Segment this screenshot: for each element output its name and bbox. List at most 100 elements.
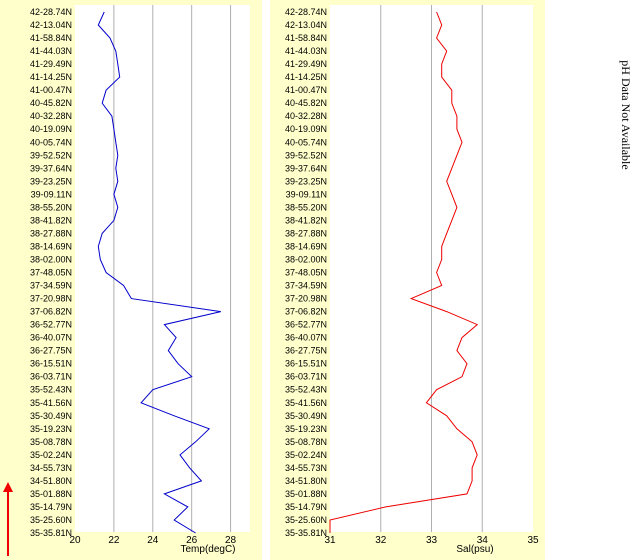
temp-y-axis-labels: 42-28.74N 42-13.04N 41-58.84N 41-44.03N 41-2…	[30, 7, 72, 538]
temp-y-label: 36-52.77N	[30, 320, 72, 330]
temp-y-label: 39-52.52N	[30, 150, 72, 160]
sal-y-label: 40-05.74N	[285, 137, 327, 147]
direction-arrow-icon	[3, 482, 13, 556]
temp-y-label: 35-41.56N	[30, 398, 72, 408]
temp-y-label: 38-41.82N	[30, 215, 72, 225]
sal-y-label: 36-03.71N	[285, 372, 327, 382]
temp-y-label: 38-02.00N	[30, 254, 72, 264]
temp-y-label: 39-09.11N	[31, 189, 72, 199]
sal-y-label: 41-00.47N	[285, 85, 327, 95]
sal-y-label: 36-40.07N	[285, 333, 327, 343]
temp-x-tick-label: 26	[186, 535, 198, 546]
sal-y-label: 37-06.82N	[285, 307, 327, 317]
temp-x-tick-labels: 20 22 24 26 28	[69, 535, 236, 546]
temp-panel: 42-28.74N 42-13.04N 41-58.84N 41-44.03N 41-2…	[0, 0, 262, 560]
sal-series-line	[329, 11, 479, 533]
sal-y-label: 35-02.24N	[285, 450, 327, 460]
sal-y-label: 41-44.03N	[285, 46, 327, 56]
sal-y-axis-labels: 42-28.74N 42-13.04N 41-58.84N 41-44.03N 41-2…	[285, 7, 327, 538]
sal-y-label: 38-55.20N	[285, 202, 327, 212]
sal-y-label: 38-27.88N	[285, 228, 327, 238]
sal-y-label: 39-23.25N	[285, 176, 327, 186]
sal-y-label: 40-45.82N	[285, 98, 327, 108]
sal-y-label: 41-14.25N	[285, 72, 327, 82]
temp-y-label: 37-34.59N	[30, 281, 72, 291]
temp-y-label: 40-45.82N	[30, 98, 72, 108]
sal-x-tick-label: 33	[426, 535, 438, 546]
temp-y-label: 35-52.43N	[30, 385, 72, 395]
temp-y-label: 38-14.69N	[30, 241, 72, 251]
sal-y-label: 36-15.51N	[285, 359, 327, 369]
temp-y-label: 39-37.64N	[30, 163, 72, 173]
sal-y-label: 35-14.79N	[285, 502, 327, 512]
temp-y-label: 35-25.60N	[30, 515, 72, 525]
sal-y-label: 39-09.11N	[286, 189, 327, 199]
sal-y-label: 35-25.60N	[285, 515, 327, 525]
sal-y-label: 38-41.82N	[285, 215, 327, 225]
sal-x-tick-label: 35	[527, 535, 539, 546]
temp-y-label: 35-02.24N	[30, 450, 72, 460]
sal-y-label: 35-01.88N	[285, 489, 327, 499]
sal-y-label: 42-28.74N	[285, 7, 327, 17]
temp-y-label: 40-05.74N	[30, 137, 72, 147]
sal-y-label: 40-19.09N	[285, 124, 327, 134]
temp-y-label: 35-01.88N	[30, 489, 72, 499]
temp-y-label: 36-40.07N	[30, 333, 72, 343]
temp-y-label: 34-55.73N	[30, 463, 72, 473]
temp-y-label: 41-00.47N	[30, 85, 72, 95]
temp-y-label: 35-08.78N	[30, 437, 72, 447]
sal-x-tick-label: 31	[324, 535, 336, 546]
sal-y-label: 35-41.56N	[285, 398, 327, 408]
sal-y-label: 38-14.69N	[285, 241, 327, 251]
temp-y-label: 37-20.98N	[30, 294, 72, 304]
temp-x-tick-label: 20	[69, 535, 81, 546]
temp-y-label: 38-27.88N	[30, 228, 72, 238]
sal-y-label: 35-30.49N	[285, 411, 327, 421]
sal-x-tick-label: 34	[477, 535, 489, 546]
sal-y-label: 35-08.78N	[285, 437, 327, 447]
temp-y-label: 42-13.04N	[30, 20, 72, 30]
temp-y-label: 36-27.75N	[30, 346, 72, 356]
temp-x-tick-label: 22	[108, 535, 120, 546]
sal-y-label: 39-52.52N	[285, 150, 327, 160]
temp-y-label: 35-35.81N	[30, 528, 72, 538]
temp-y-label: 35-30.49N	[30, 411, 72, 421]
sal-y-label: 35-52.43N	[285, 385, 327, 395]
sal-y-label: 41-29.49N	[285, 59, 327, 69]
sal-x-tick-label: 32	[375, 535, 387, 546]
temp-y-label: 35-19.23N	[30, 424, 72, 434]
temp-y-label: 37-06.82N	[30, 307, 72, 317]
temp-y-label: 34-51.80N	[30, 476, 72, 486]
sal-y-label: 36-27.75N	[285, 346, 327, 356]
sal-y-label: 41-58.84N	[285, 33, 327, 43]
sal-y-label: 36-52.77N	[285, 320, 327, 330]
sal-y-label: 35-19.23N	[285, 424, 327, 434]
temp-y-label: 35-14.79N	[30, 502, 72, 512]
temp-gridlines	[113, 5, 232, 532]
temp-y-label: 41-58.84N	[30, 33, 72, 43]
sal-gridlines	[380, 5, 483, 532]
sal-y-label: 37-48.05N	[285, 268, 327, 278]
sal-y-label: 35-35.81N	[285, 528, 327, 538]
temp-plot-area	[75, 5, 250, 532]
temp-x-axis-title: Temp(degC)	[180, 544, 235, 555]
sal-y-label: 42-13.04N	[285, 20, 327, 30]
temp-y-label: 37-48.05N	[30, 268, 72, 278]
temp-y-label: 42-28.74N	[30, 7, 72, 17]
sal-panel: 42-28.74N 42-13.04N 41-58.84N 41-44.03N 41-2…	[270, 0, 545, 560]
temp-y-label: 41-14.25N	[30, 72, 72, 82]
sal-y-label: 34-55.73N	[285, 463, 327, 473]
temp-y-label: 40-32.28N	[30, 111, 72, 121]
sal-y-label: 34-51.80N	[285, 476, 327, 486]
temp-y-label: 39-23.25N	[30, 176, 72, 186]
temp-series-line	[97, 11, 221, 534]
sal-y-label: 39-37.64N	[285, 163, 327, 173]
sal-x-axis-title: Sal(psu)	[456, 544, 493, 555]
temp-y-label: 41-44.03N	[30, 46, 72, 56]
ph-unavailable-note: pH Data Not Available	[619, 60, 633, 169]
sal-y-label: 37-20.98N	[285, 294, 327, 304]
temp-y-label: 41-29.49N	[30, 59, 72, 69]
sal-y-label: 40-32.28N	[285, 111, 327, 121]
temp-y-label: 36-03.71N	[30, 372, 72, 382]
